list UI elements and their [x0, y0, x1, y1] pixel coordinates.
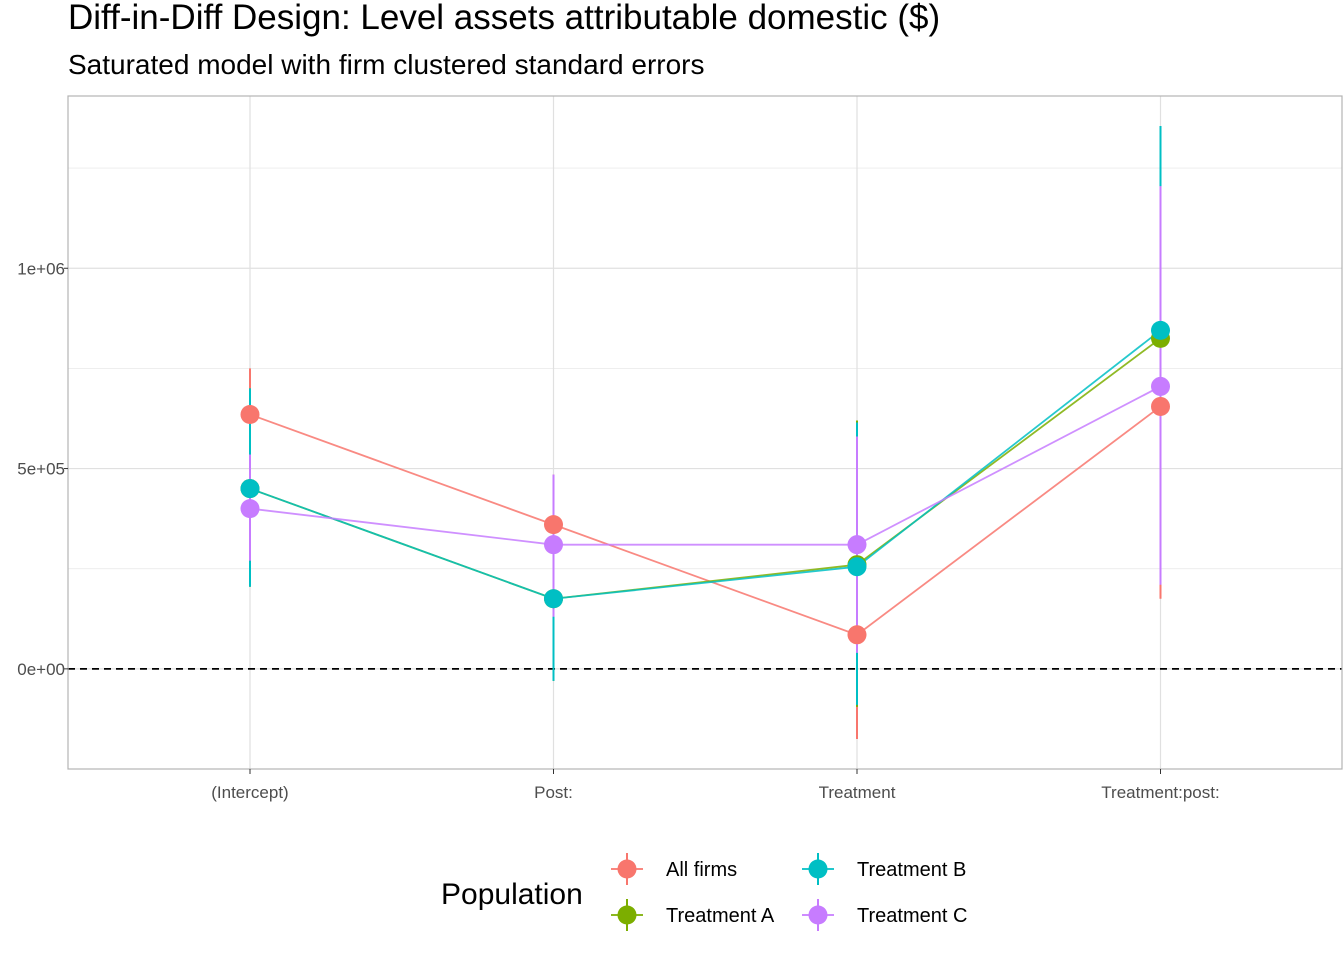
series-line-2: [249, 329, 1162, 600]
legend-key-point: [808, 859, 828, 879]
legend: Population All firms Treatment A Treatment …: [441, 853, 967, 931]
series-line-0: [249, 405, 1162, 636]
plot-panel-border: [67, 95, 1343, 770]
data-point-0-1: [544, 515, 563, 535]
series-line-3: [249, 385, 1161, 546]
data-point-0-2: [847, 625, 867, 645]
legend-item-1: Treatment A: [611, 899, 775, 931]
legend-label: Treatment B: [857, 859, 966, 881]
legend-label: Treatment C: [857, 905, 967, 927]
legend-item-3: Treatment C: [802, 899, 967, 931]
y-tick-label: 0e+00: [17, 660, 65, 679]
legend-item-0: All firms: [611, 853, 737, 885]
data-point-2-3: [1151, 320, 1170, 340]
legend-label: All firms: [666, 859, 737, 881]
legend-key-point: [808, 905, 828, 925]
x-tick-label: Treatment:post:: [1101, 783, 1219, 802]
legend-key-point: [617, 905, 637, 925]
legend-label: Treatment A: [666, 905, 775, 927]
data-point-2-0: [240, 479, 260, 499]
legend-item-2: Treatment B: [802, 853, 966, 885]
x-tick-label: (Intercept): [211, 783, 288, 802]
series: [240, 126, 1170, 739]
data-point-3-1: [544, 535, 563, 555]
data-point-0-3: [1151, 396, 1170, 416]
data-point-2-1: [544, 589, 563, 609]
data-point-2-2: [847, 557, 867, 577]
chart-subtitle: Saturated model with firm clustered stan…: [68, 49, 705, 80]
legend-title: Population: [441, 878, 583, 911]
x-tick-label: Treatment: [819, 783, 896, 802]
x-tick-label: Post:: [534, 783, 573, 802]
data-point-3-0: [240, 499, 260, 519]
axes: 0e+00 5e+05 1e+06 (Intercept) Post: Treatment…: [17, 259, 1219, 802]
data-point-0-0: [240, 404, 260, 424]
legend-key-point: [617, 859, 637, 879]
chart-title: Diff-in-Diff Design: Level assets attrib…: [68, 0, 940, 37]
y-tick-label: 5e+05: [17, 460, 65, 479]
y-tick-label: 1e+06: [17, 259, 65, 278]
data-point-3-2: [847, 535, 867, 555]
data-point-3-3: [1151, 376, 1170, 396]
